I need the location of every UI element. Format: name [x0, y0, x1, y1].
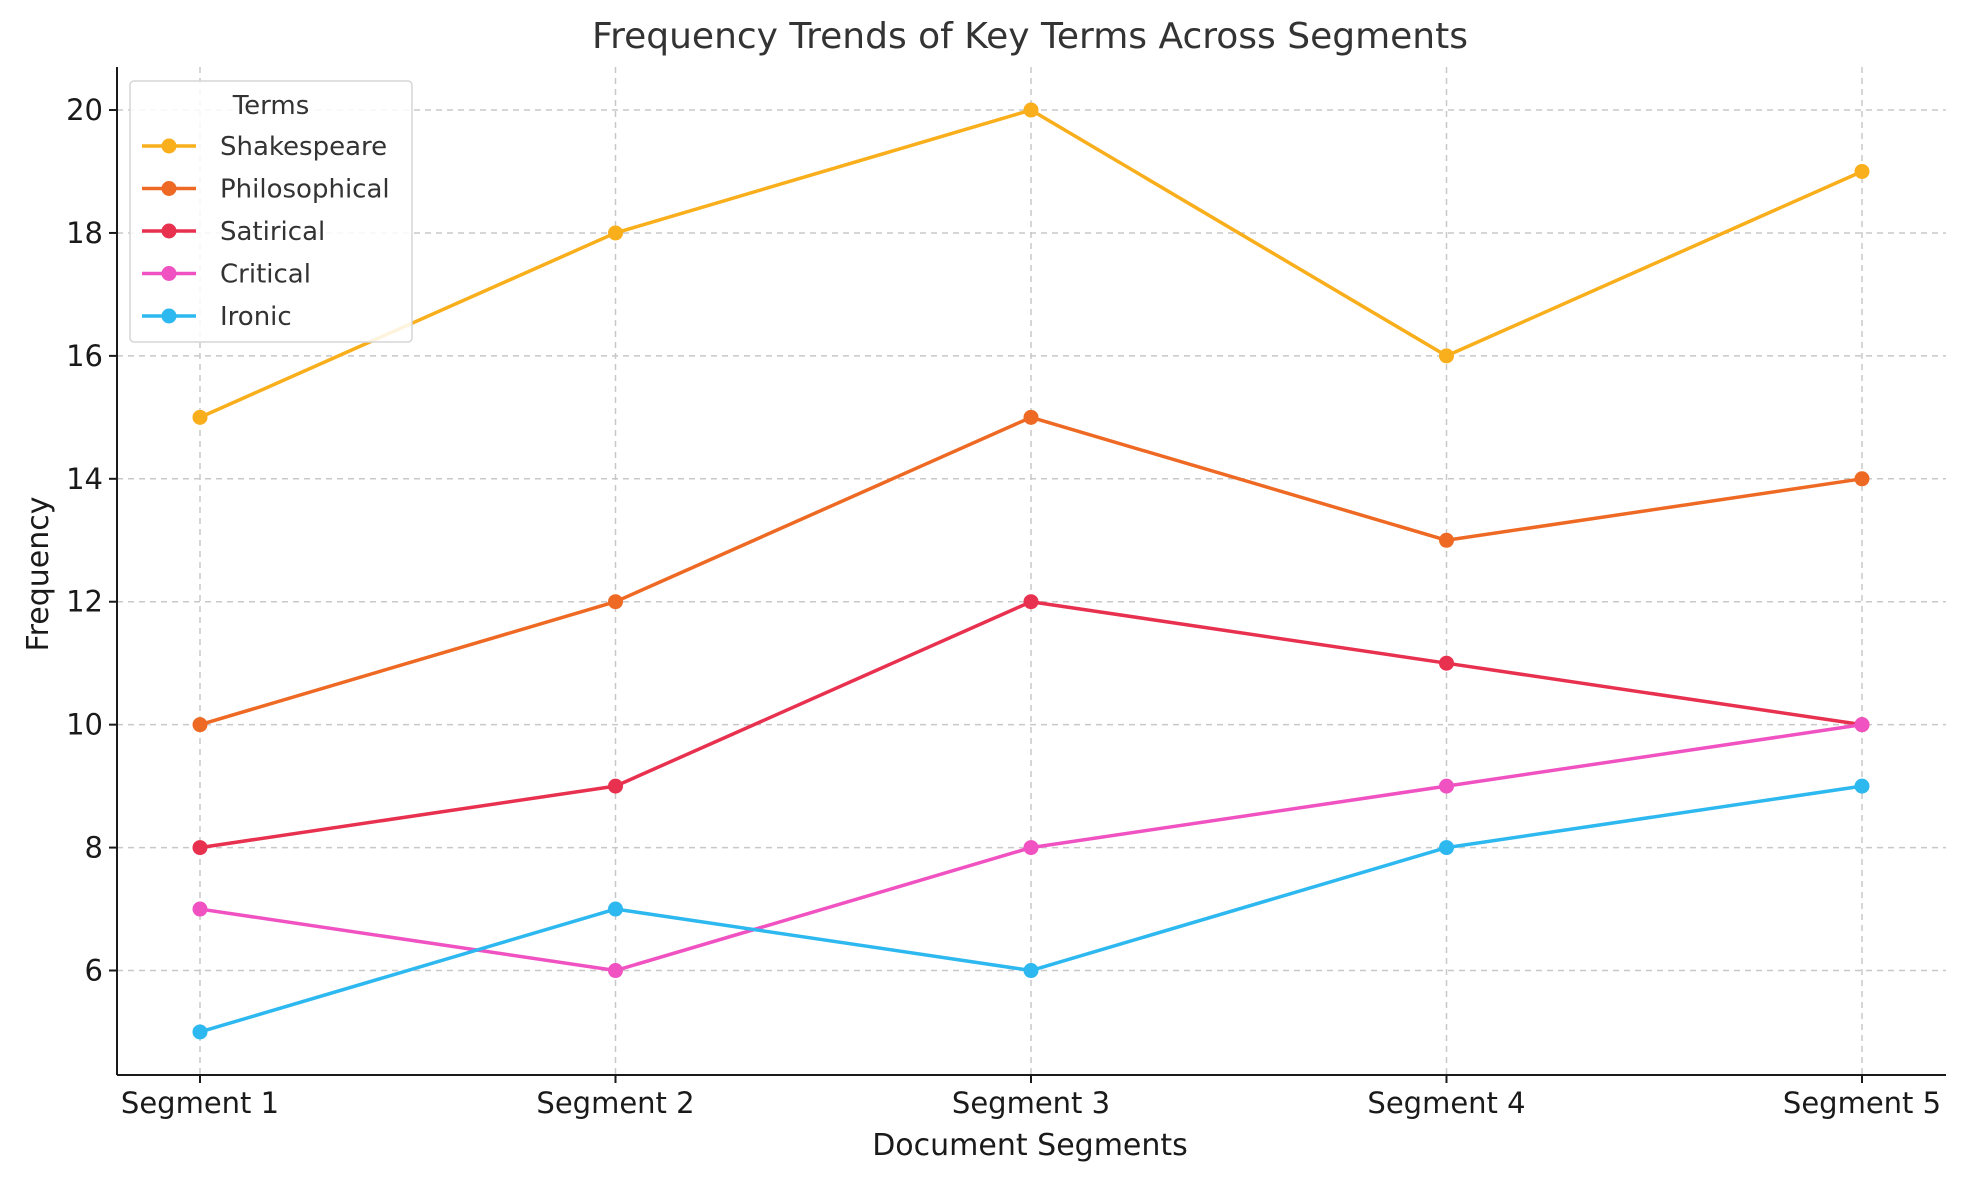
data-point [1439, 655, 1454, 671]
series-layer [192, 102, 1870, 1040]
tick-labels: Segment 1 Segment 2 Segment 3 Segment 4 Segm… [66, 93, 1941, 1120]
data-point [192, 717, 208, 733]
y-tick-label: 6 [85, 954, 103, 988]
data-point [1023, 963, 1039, 979]
data-point [1023, 840, 1039, 856]
y-axis-label: Frequency [21, 497, 56, 652]
y-tick-label: 10 [66, 708, 103, 742]
data-point [1023, 594, 1039, 610]
data-point [1439, 532, 1454, 548]
data-point [192, 1024, 208, 1040]
legend-label: Satirical [220, 217, 325, 247]
x-axis-label: Document Segments [872, 1128, 1188, 1163]
legend-swatch-marker [161, 308, 177, 324]
data-point [1854, 717, 1870, 733]
data-point [1854, 471, 1870, 487]
y-tick-label: 12 [66, 585, 103, 619]
series-shakespeare [192, 102, 1870, 425]
legend-swatch-marker [161, 266, 177, 281]
data-point [608, 778, 623, 794]
legend-item-philosophical: Philosophical [142, 175, 390, 205]
data-point [1023, 102, 1039, 118]
legend-swatch-marker [161, 181, 177, 196]
data-point [192, 901, 208, 917]
y-tick-label: 14 [66, 462, 103, 496]
axes [109, 67, 1946, 1083]
data-point [1439, 840, 1454, 856]
data-point [192, 840, 208, 856]
legend-frame [129, 80, 413, 343]
legend-item-critical: Critical [142, 260, 311, 290]
legend-swatch-marker [161, 223, 177, 239]
legend-item-ironic: Ironic [142, 302, 292, 332]
data-point [608, 901, 623, 917]
y-tick-label: 20 [66, 93, 103, 127]
y-tick-label: 18 [66, 216, 103, 250]
x-tick-label: Segment 1 [121, 1086, 279, 1120]
series-ironic [192, 778, 1870, 1040]
data-point [1854, 163, 1870, 179]
data-point [1023, 409, 1039, 425]
legend-item-shakespeare: Shakespeare [142, 132, 387, 162]
legend-title: Terms [232, 91, 310, 121]
x-tick-label: Segment 2 [536, 1086, 694, 1120]
data-point [192, 409, 208, 425]
data-point [608, 594, 623, 610]
legend-label: Ironic [220, 302, 292, 332]
legend-item-satirical: Satirical [142, 217, 325, 247]
legend-label: Shakespeare [220, 132, 387, 162]
y-tick-label: 16 [66, 339, 103, 373]
data-point [608, 225, 623, 241]
y-tick-label: 8 [85, 831, 103, 865]
x-tick-label: Segment 5 [1783, 1086, 1941, 1120]
legend: Terms Shakespeare Philosophical Satirical Cr… [129, 80, 413, 343]
x-tick-label: Segment 4 [1367, 1086, 1525, 1120]
data-point [608, 963, 623, 979]
legend-label: Philosophical [220, 175, 390, 205]
data-point [1439, 348, 1454, 364]
series-philosophical [192, 409, 1870, 733]
data-point [1439, 778, 1454, 794]
data-point [1854, 778, 1870, 794]
x-tick-label: Segment 3 [952, 1086, 1110, 1120]
chart-title: Frequency Trends of Key Terms Across Seg… [592, 16, 1468, 57]
legend-swatch-marker [161, 138, 177, 154]
legend-label: Critical [220, 260, 311, 290]
